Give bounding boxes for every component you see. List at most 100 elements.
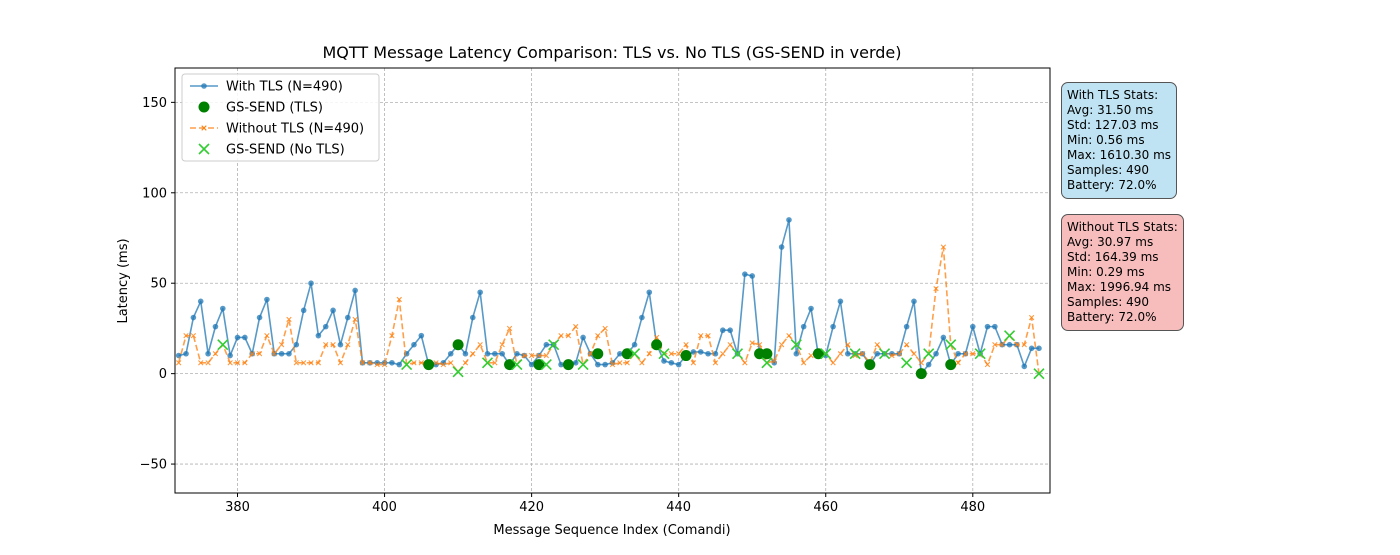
data-point — [940, 244, 947, 250]
data-point — [778, 244, 785, 250]
data-point — [293, 341, 300, 348]
data-point — [800, 360, 807, 366]
gs-send-tls-point — [812, 348, 824, 360]
data-point — [433, 360, 439, 366]
data-point — [256, 351, 263, 357]
data-point — [572, 359, 579, 366]
gs-send-tls-point — [864, 359, 876, 371]
data-point — [1006, 341, 1013, 348]
data-point — [859, 351, 866, 357]
data-point — [359, 360, 366, 366]
data-point — [698, 332, 704, 339]
data-point — [242, 360, 248, 366]
data-point — [756, 342, 763, 348]
data-point — [470, 351, 476, 357]
legend: With TLS (N=490) GS-SEND (TLS) Without TLS… — [181, 73, 380, 162]
series-dashed-x — [175, 244, 1042, 377]
data-point — [477, 289, 483, 296]
data-point — [337, 341, 344, 348]
legend-label: With TLS (N=490) — [226, 80, 343, 95]
gs-send-tls-point — [423, 359, 435, 371]
data-point — [330, 342, 336, 348]
data-point — [845, 342, 851, 348]
data-point — [617, 350, 623, 357]
gs-send-notls-point — [945, 339, 957, 351]
gs-send-notls-point — [761, 357, 773, 369]
data-point — [337, 360, 344, 366]
data-point — [536, 352, 542, 359]
data-point — [234, 334, 241, 341]
data-point — [227, 360, 233, 366]
x-tick-label: 460 — [813, 500, 838, 515]
data-point — [286, 350, 292, 357]
gs-send-tls-point — [945, 359, 957, 371]
data-point — [984, 323, 991, 330]
data-point — [830, 323, 836, 330]
data-point — [955, 360, 961, 366]
data-point — [668, 359, 675, 366]
tls-stats-battery: Battery: 72.0% — [1067, 178, 1157, 192]
y-tick-label: 150 — [142, 96, 167, 111]
x-tick-label: 400 — [372, 500, 397, 515]
gs-send-notls-point — [974, 348, 986, 360]
notls-stats-box: Without TLS Stats: Avg: 30.97 ms Std: 164.… — [1061, 214, 1184, 331]
data-point — [367, 360, 373, 366]
notls-stats-battery: Battery: 72.0% — [1067, 310, 1157, 324]
data-point — [602, 361, 608, 368]
data-point — [646, 289, 653, 296]
data-point — [675, 361, 682, 368]
data-point — [587, 351, 594, 357]
gs-send-notls-point — [452, 366, 464, 378]
data-point — [617, 360, 623, 366]
data-point — [683, 342, 689, 348]
data-point — [675, 351, 682, 357]
data-point — [962, 351, 969, 357]
tls-stats-samples: Samples: 490 — [1067, 163, 1150, 177]
data-point — [308, 280, 314, 287]
gs-send-notls-point — [901, 357, 913, 369]
data-point — [719, 327, 726, 334]
data-point — [992, 323, 998, 330]
gs-send-tls-point — [915, 368, 927, 380]
gs-send-notls-point — [1033, 368, 1045, 380]
data-point — [293, 360, 300, 366]
gs-send-notls-point — [548, 339, 560, 351]
series-line — [177, 246, 1040, 374]
legend-label: Without TLS (N=490) — [226, 122, 364, 137]
data-point — [1021, 342, 1027, 348]
tls-stats-std: Std: 127.03 ms — [1067, 118, 1159, 132]
data-point — [322, 323, 329, 330]
data-point — [381, 361, 388, 368]
data-point — [558, 332, 564, 339]
data-point — [492, 360, 498, 366]
data-point — [197, 298, 204, 305]
data-point — [484, 350, 491, 357]
data-point — [970, 351, 976, 357]
data-point — [352, 287, 358, 294]
data-point — [889, 352, 895, 359]
data-point — [1021, 363, 1028, 370]
data-point — [249, 351, 255, 357]
data-point — [462, 360, 469, 366]
data-point — [992, 342, 998, 348]
data-point — [308, 360, 314, 366]
data-point — [918, 360, 925, 366]
data-point — [345, 342, 351, 348]
gs-send-tls-point — [621, 348, 633, 360]
data-point — [396, 361, 403, 368]
y-tick-label: 0 — [159, 367, 167, 382]
data-point — [543, 352, 550, 359]
data-point — [903, 323, 910, 330]
gs-send-notls-point — [217, 339, 229, 351]
data-point — [911, 298, 917, 305]
data-point — [396, 296, 402, 303]
data-point — [874, 350, 881, 357]
data-point — [786, 217, 792, 223]
data-point — [933, 285, 939, 292]
gs-send-notls-point — [849, 348, 861, 360]
data-point — [190, 332, 197, 339]
x-tick-label: 380 — [225, 500, 250, 515]
x-tick-label: 440 — [666, 500, 691, 515]
series-line — [178, 219, 1039, 375]
data-point — [852, 352, 858, 359]
